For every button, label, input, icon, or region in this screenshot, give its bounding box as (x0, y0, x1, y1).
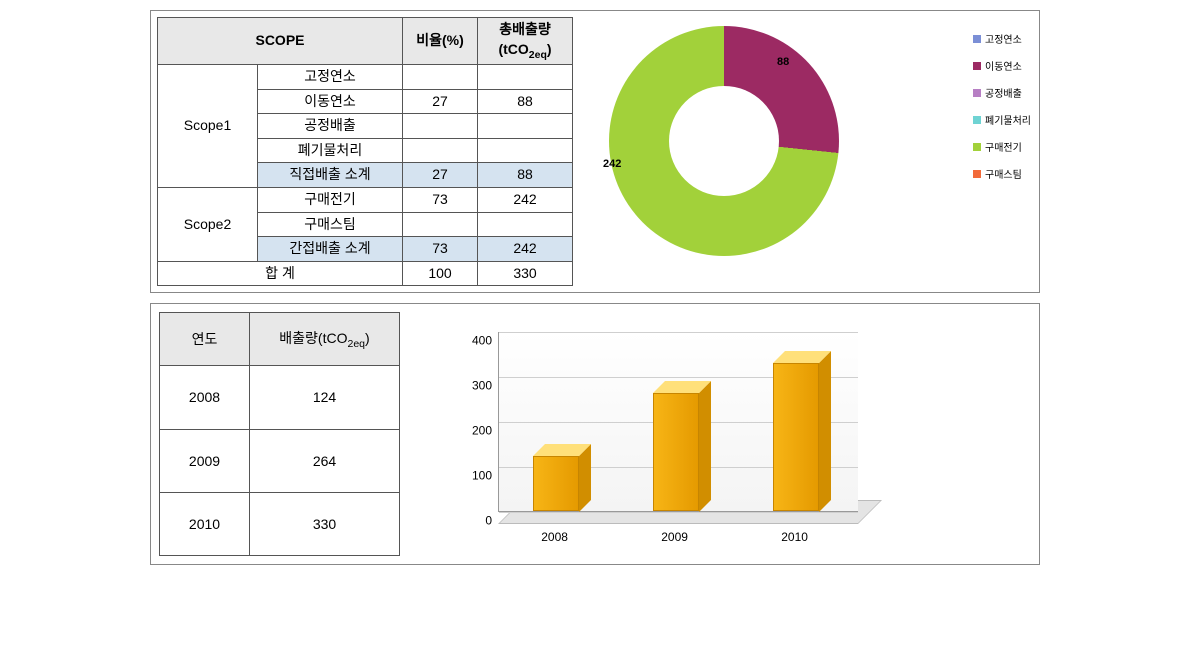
scope-table: SCOPE 비율(%) 총배출량 (tCO2eq) Scope1 고정연소 이동… (157, 17, 573, 286)
scope2-label: Scope2 (158, 188, 258, 262)
row-name: 합 계 (158, 261, 403, 286)
gridline (499, 512, 858, 513)
row-emission (478, 212, 573, 237)
row-emission (478, 138, 573, 163)
donut-value-label: 88 (777, 56, 789, 68)
legend-label: 폐기물처리 (985, 112, 1031, 127)
table-row: 2008 124 (160, 366, 400, 429)
bar-chart: 0 100 200 300 400 2008 2009 2010 (448, 322, 868, 552)
bar-plot (498, 332, 858, 512)
table-row: Scope2 구매전기 73 242 (158, 188, 573, 213)
cell-emission: 124 (250, 366, 400, 429)
row-name: 폐기물처리 (258, 138, 403, 163)
table-row: 2010 330 (160, 492, 400, 555)
row-ratio: 27 (403, 163, 478, 188)
legend-swatch (973, 62, 981, 70)
y-tick: 0 (448, 514, 492, 531)
legend-item: 구매스팀 (973, 166, 1031, 181)
row-emission (478, 65, 573, 90)
legend-label: 이동연소 (985, 58, 1022, 73)
y-tick: 100 (448, 469, 492, 486)
y-tick: 400 (448, 334, 492, 351)
row-name: 직접배출 소계 (258, 163, 403, 188)
header-total: 총배출량 (tCO2eq) (478, 18, 573, 65)
legend-swatch (973, 35, 981, 43)
cell-year: 2010 (160, 492, 250, 555)
header-ratio: 비율(%) (403, 18, 478, 65)
cell-year: 2009 (160, 429, 250, 492)
yearly-panel: 연도 배출량(tCO2eq) 2008 124 2009 264 2010 33… (150, 303, 1040, 565)
legend-swatch (973, 89, 981, 97)
row-emission: 242 (478, 188, 573, 213)
cell-emission: 264 (250, 429, 400, 492)
row-name: 구매스팀 (258, 212, 403, 237)
row-ratio: 73 (403, 237, 478, 262)
donut-chart: 88242 (609, 26, 839, 256)
legend-label: 공정배출 (985, 85, 1022, 100)
scope1-label: Scope1 (158, 65, 258, 188)
legend-label: 구매전기 (985, 139, 1022, 154)
header-year: 연도 (160, 313, 250, 366)
donut-value-label: 242 (603, 158, 621, 170)
row-name: 구매전기 (258, 188, 403, 213)
legend-item: 이동연소 (973, 58, 1031, 73)
yearly-table: 연도 배출량(tCO2eq) 2008 124 2009 264 2010 33… (159, 312, 400, 556)
row-ratio (403, 138, 478, 163)
row-emission: 330 (478, 261, 573, 286)
scope-panel: SCOPE 비율(%) 총배출량 (tCO2eq) Scope1 고정연소 이동… (150, 10, 1040, 293)
row-ratio (403, 212, 478, 237)
y-tick: 200 (448, 424, 492, 441)
x-tick: 2008 (525, 530, 585, 544)
header-scope: SCOPE (158, 18, 403, 65)
row-ratio (403, 114, 478, 139)
row-name: 간접배출 소계 (258, 237, 403, 262)
row-name: 고정연소 (258, 65, 403, 90)
legend-item: 고정연소 (973, 31, 1031, 46)
row-ratio (403, 65, 478, 90)
legend-swatch (973, 116, 981, 124)
row-name: 이동연소 (258, 89, 403, 114)
cell-emission: 330 (250, 492, 400, 555)
y-tick: 300 (448, 379, 492, 396)
table-row: Scope1 고정연소 (158, 65, 573, 90)
legend-swatch (973, 170, 981, 178)
donut-legend: 고정연소이동연소공정배출폐기물처리구매전기구매스팀 (973, 31, 1031, 193)
legend-swatch (973, 143, 981, 151)
grand-total: 합 계 100 330 (158, 261, 573, 286)
row-ratio: 73 (403, 188, 478, 213)
gridline (499, 332, 858, 333)
legend-label: 고정연소 (985, 31, 1022, 46)
row-name: 공정배출 (258, 114, 403, 139)
legend-item: 폐기물처리 (973, 112, 1031, 127)
legend-item: 구매전기 (973, 139, 1031, 154)
x-tick: 2009 (645, 530, 705, 544)
row-ratio: 100 (403, 261, 478, 286)
row-emission: 242 (478, 237, 573, 262)
row-ratio: 27 (403, 89, 478, 114)
header-emission: 배출량(tCO2eq) (250, 313, 400, 366)
legend-item: 공정배출 (973, 85, 1031, 100)
bar-chart-area: 0 100 200 300 400 2008 2009 2010 (408, 304, 1039, 564)
legend-label: 구매스팀 (985, 166, 1022, 181)
row-emission: 88 (478, 89, 573, 114)
row-emission: 88 (478, 163, 573, 188)
donut-chart-area: 88242 고정연소이동연소공정배출폐기물처리구매전기구매스팀 (579, 11, 1039, 292)
row-emission (478, 114, 573, 139)
x-tick: 2010 (765, 530, 825, 544)
cell-year: 2008 (160, 366, 250, 429)
table-row: 2009 264 (160, 429, 400, 492)
